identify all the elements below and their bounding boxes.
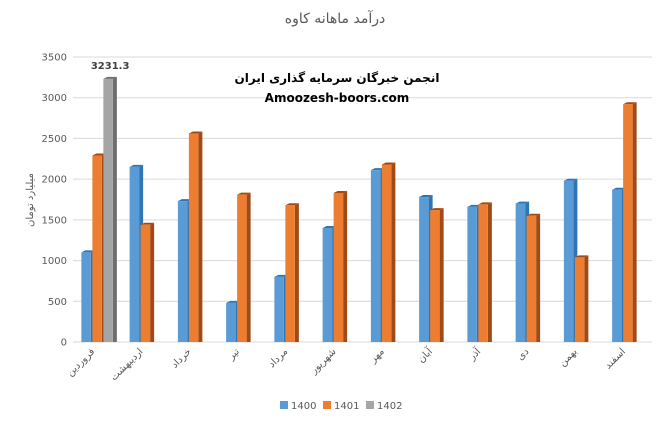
y-tick-label: 3000: [42, 93, 67, 104]
x-category-label: دی: [515, 346, 531, 362]
data-label: 3231.3: [91, 61, 130, 72]
legend: 1400 1401 1402: [280, 401, 402, 412]
bar-1401-8: [478, 202, 492, 342]
legend-swatch: [280, 401, 288, 409]
y-tick-label: 2000: [42, 175, 67, 186]
legend-label: 1402: [377, 401, 402, 412]
y-axis-label: میلیارد تومان: [25, 173, 36, 227]
legend-item-1401: 1401: [323, 401, 359, 412]
x-category-label: آذر: [465, 344, 484, 363]
bar-1401-10: [574, 255, 589, 342]
x-category-label: اردیبهشت: [109, 346, 146, 383]
legend-item-1402: 1402: [366, 401, 402, 412]
legend-item-1400: 1400: [280, 401, 316, 412]
y-tick-label: 2500: [42, 134, 67, 145]
bar-1401-6: [381, 162, 396, 342]
chart-title: درآمد ماهانه کاوه: [285, 10, 385, 27]
legend-swatch: [323, 401, 331, 409]
x-category-label: فروردین: [65, 346, 98, 379]
bar-1401-5: [333, 190, 348, 342]
y-tick-label: 0: [61, 338, 67, 349]
x-category-label: مرداد: [267, 346, 291, 370]
bar-1401-11: [623, 102, 637, 342]
bars: 3231.3: [81, 61, 637, 343]
x-category-label: آبان: [415, 344, 436, 365]
legend-label: 1401: [334, 401, 359, 412]
watermark-persian: انجمن خبرگان سرمایه گذاری ایران: [235, 71, 440, 85]
x-category-label: بهمن: [557, 346, 579, 368]
legend-swatch: [366, 401, 374, 409]
watermark-url: Amoozesh-boors.com: [265, 91, 410, 105]
y-tick-labels: 0 500 1000 1500 2000 2500 3000 3500: [42, 53, 67, 349]
bar-1401-2: [188, 131, 203, 342]
x-category-label: خرداد: [169, 346, 193, 370]
x-category-labels: فروردین اردیبهشت خرداد تیر مرداد شهریور مهر آبا…: [65, 344, 628, 383]
x-category-label: تیر: [226, 346, 243, 363]
x-category-label: اسفند: [603, 346, 628, 371]
x-category-label: مهر: [367, 346, 386, 365]
y-tick-label: 500: [48, 297, 67, 308]
gridlines: [73, 56, 652, 343]
x-category-label: شهریور: [308, 346, 339, 377]
y-tick-label: 1500: [42, 215, 67, 226]
bar-1401-9: [526, 213, 541, 342]
y-tick-label: 3500: [42, 53, 67, 64]
legend-label: 1400: [291, 401, 316, 412]
y-tick-label: 1000: [42, 256, 67, 267]
bar-1401-7: [430, 208, 444, 342]
bar-1401-3: [237, 192, 251, 342]
bar-1401-1: [140, 222, 155, 342]
bar-1401-4: [285, 203, 299, 342]
bar-1402-0: [103, 76, 117, 343]
